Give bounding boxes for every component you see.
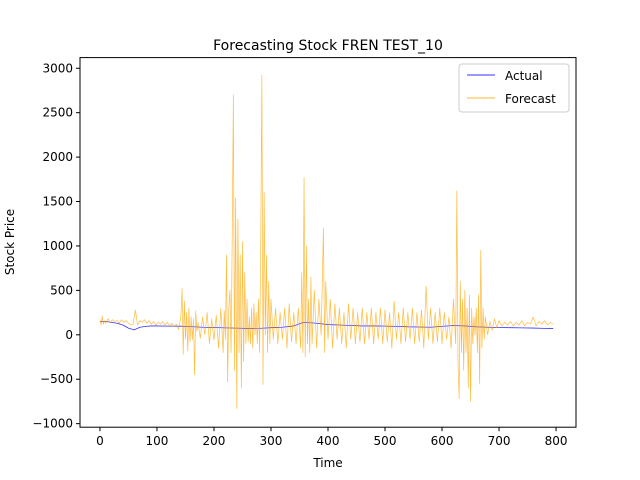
x-tick-label: 0	[96, 434, 104, 448]
x-axis-label: Time	[312, 456, 342, 470]
x-tick-label: 500	[374, 434, 397, 448]
y-axis-ticks: −1000 −500 0 500 1000 1500 2000 2500 3000	[32, 61, 80, 431]
y-tick-label: 2500	[42, 106, 73, 120]
series-layer	[99, 75, 554, 409]
x-tick-label: 800	[545, 434, 568, 448]
y-tick-label: 1000	[42, 239, 73, 253]
legend: Actual Forecast	[458, 63, 570, 113]
series-line-forecast	[99, 75, 554, 409]
x-axis-ticks: 0 100 200 300 400 500 600 700 800	[96, 427, 567, 448]
y-axis-label: Stock Price	[3, 209, 17, 275]
x-tick-label: 200	[203, 434, 226, 448]
y-tick-label: −500	[40, 372, 73, 386]
y-tick-label: 3000	[42, 61, 73, 75]
x-tick-label: 100	[146, 434, 169, 448]
x-tick-label: 300	[260, 434, 283, 448]
y-tick-label: 0	[65, 328, 73, 342]
legend-label-actual: Actual	[505, 69, 543, 83]
x-tick-label: 700	[488, 434, 511, 448]
y-tick-label: 2000	[42, 150, 73, 164]
y-tick-label: 500	[50, 283, 73, 297]
chart-title: Forecasting Stock FREN TEST_10	[213, 38, 443, 54]
x-tick-label: 400	[317, 434, 340, 448]
y-tick-label: 1500	[42, 195, 73, 209]
legend-box	[458, 63, 570, 113]
x-tick-label: 600	[431, 434, 454, 448]
legend-label-forecast: Forecast	[505, 92, 556, 106]
y-tick-label: −1000	[32, 417, 73, 431]
